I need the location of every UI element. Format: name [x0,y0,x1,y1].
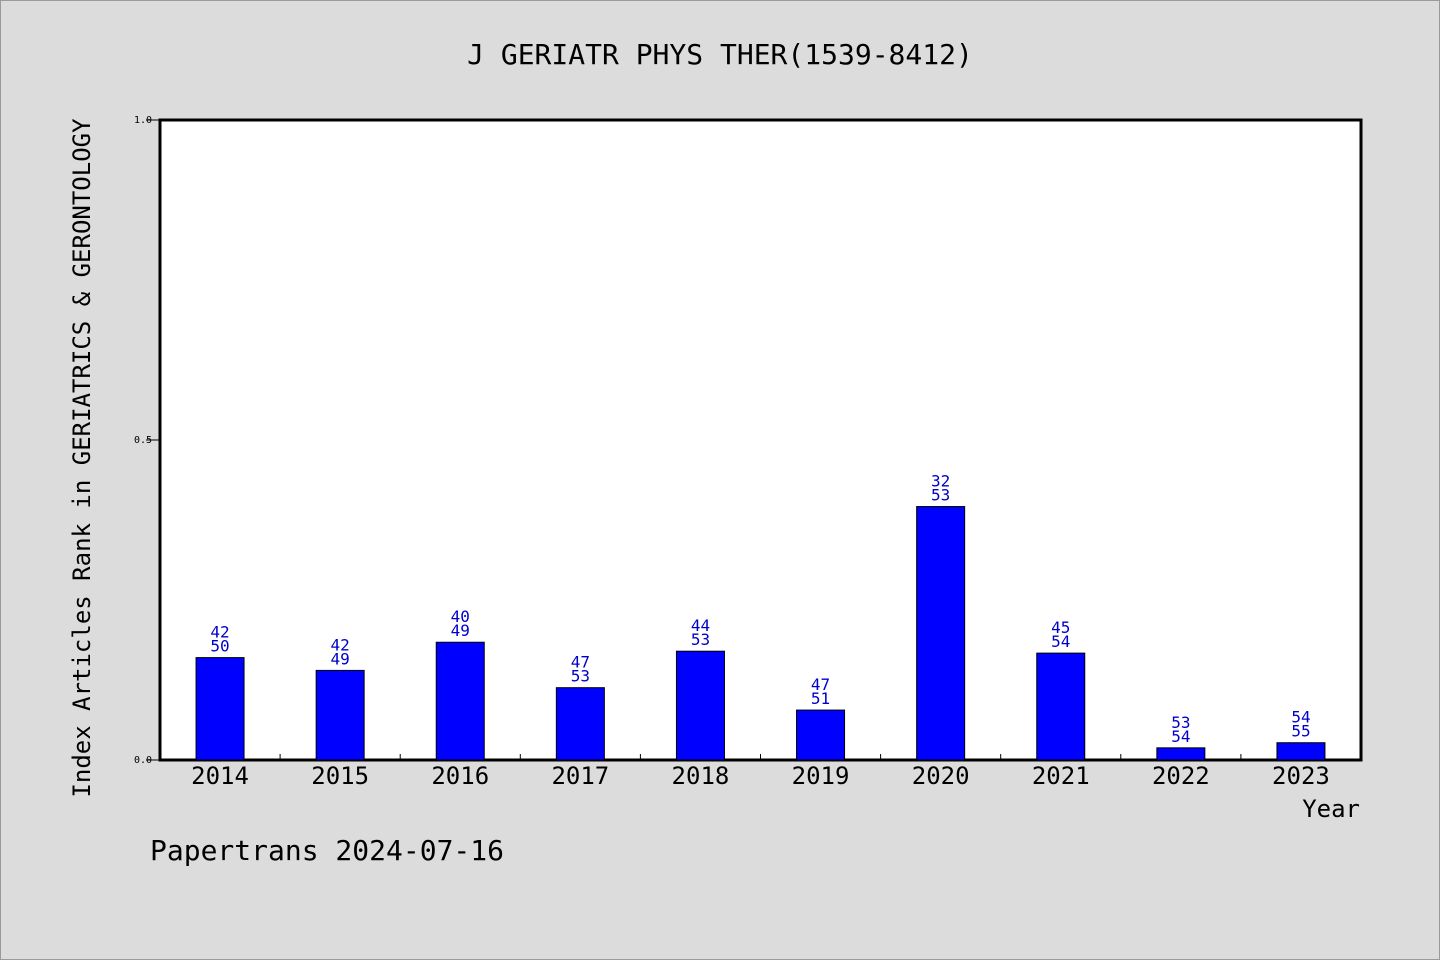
x-tick-label: 2023 [1272,762,1330,790]
bar [1276,742,1326,761]
bar [796,709,846,761]
bar-label-top: 53 [1171,713,1190,732]
x-tick-label: 2015 [311,762,369,790]
bar [555,687,605,761]
bar [195,657,245,761]
x-tick-label: 2022 [1152,762,1210,790]
bar-label-top: 32 [931,472,950,491]
y-axis-ticks: 0.0 0.5 1.0 [134,115,160,766]
bar-label-top: 44 [691,616,710,635]
y-tick-label: 0.0 [134,755,152,766]
bar [315,669,365,761]
bar [916,506,966,761]
x-axis-ticks: 2014 2015 2016 2017 2018 2019 2020 2021 2022 2023 [191,754,1330,790]
bar-label-bottom: 53 [931,486,950,505]
chart-title: J GERIATR PHYS THER(1539-8412) [467,38,973,71]
x-tick-label: 2020 [912,762,970,790]
bar-label-top: 47 [571,653,590,672]
footer-note: Papertrans 2024-07-16 [150,834,505,867]
bar [1156,747,1206,761]
bar-label-top: 42 [331,635,350,654]
y-axis-label: Index Articles Rank in GERIATRICS & GERO… [68,118,96,798]
bar-label-top: 42 [210,623,229,642]
x-tick-label: 2019 [792,762,850,790]
bar-label-top: 40 [451,607,470,626]
x-tick-label: 2014 [191,762,249,790]
x-tick-label: 2018 [672,762,730,790]
x-axis-label: Year [1302,795,1360,823]
x-tick-label: 2021 [1032,762,1090,790]
bar [675,650,725,761]
bar-label-top: 54 [1291,708,1310,727]
bar-label-bottom: 49 [331,649,350,668]
bar-label-top: 45 [1051,618,1070,637]
bar-label-bottom: 51 [811,689,830,708]
bar-label-bottom: 55 [1291,722,1310,741]
bars [195,506,1326,761]
bar-label-bottom: 53 [571,667,590,686]
x-tick-label: 2017 [551,762,609,790]
bar-label-bottom: 53 [691,630,710,649]
plot-area [158,118,1363,762]
bar-label-bottom: 54 [1051,632,1070,651]
bar [1036,652,1086,761]
bar-label-bottom: 54 [1171,727,1190,746]
y-tick-label: 0.5 [134,435,152,446]
bar-label-bottom: 50 [210,637,229,656]
bar-label-bottom: 49 [451,621,470,640]
x-tick-label: 2016 [431,762,489,790]
y-tick-label: 1.0 [134,115,152,126]
bar [435,641,485,761]
bar-label-top: 47 [811,675,830,694]
